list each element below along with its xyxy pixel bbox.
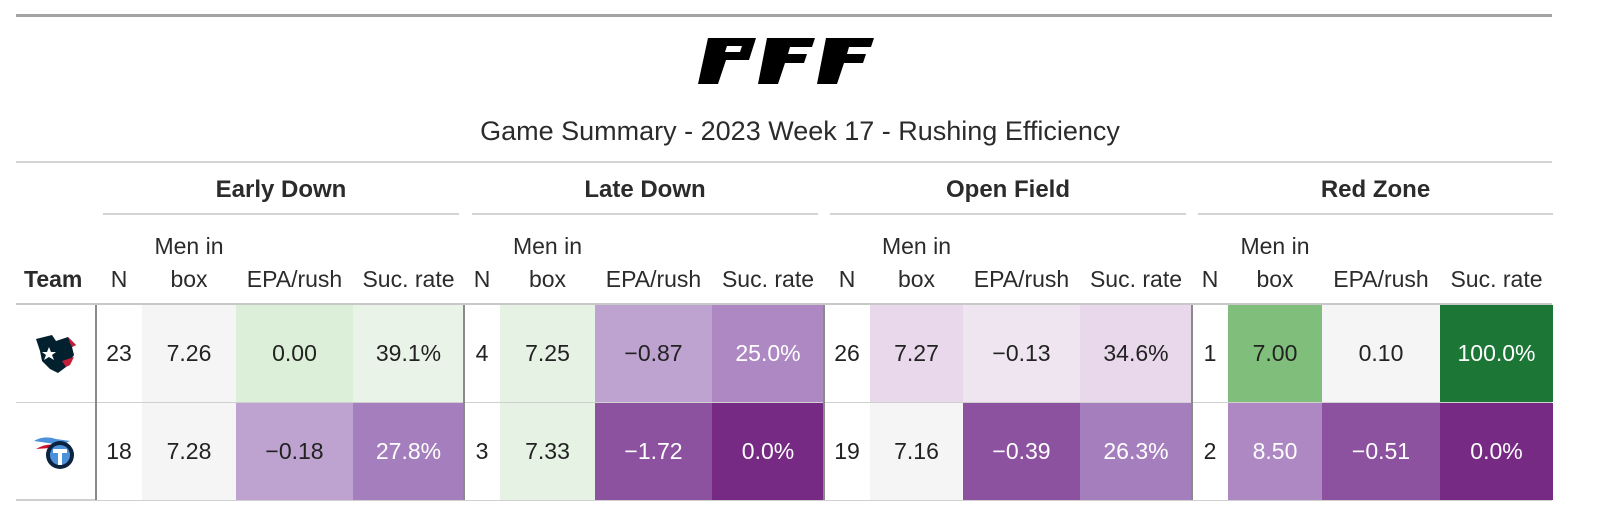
header-line: box [170,266,208,292]
table-cell: 100.0% [1440,305,1553,402]
table-cell: 27.8% [353,403,464,500]
pff-logo [698,38,874,84]
men-in-box-column-header: Men in box [870,228,963,296]
table-cell: 0.0% [712,403,824,500]
header-line: box [528,266,567,292]
n-column-header: N [110,266,128,292]
table-cell: 0.00 [236,305,353,402]
group-separator [823,305,825,500]
table-cell: −1.72 [595,403,712,500]
group-header: Red Zone [1320,176,1431,203]
header-line: Men in [1240,233,1310,259]
table-cell: 23 [96,305,142,402]
header-line: box [897,266,936,292]
group-header: Late Down [584,176,706,203]
table-cell: 25.0% [712,305,824,402]
table-cell: 26.3% [1080,403,1192,500]
table-title: Game Summary - 2023 Week 17 - Rushing Ef… [480,116,1120,146]
success-rate-column-header: Suc. rate [1089,266,1183,292]
group-separator [1191,305,1193,500]
table-bottom-rule [16,499,1552,501]
n-column-header: N [838,266,856,292]
table-cell: 7.28 [142,403,236,500]
table-cell: 18 [96,403,142,500]
table-cell: −0.87 [595,305,712,402]
men-in-box-column-header: Men in box [500,228,595,296]
epa-rush-column-header: EPA/rush [973,266,1070,292]
table-cell: −0.18 [236,403,353,500]
table-cell: 8.50 [1228,403,1322,500]
men-in-box-column-header: Men in box [1228,228,1322,296]
table-cell: 26 [824,305,870,402]
team-column-header: Team [24,266,83,292]
success-rate-column-header: Suc. rate [362,266,455,292]
group-separator [95,305,97,500]
table-cell: 7.33 [500,403,595,500]
table-cell: 7.27 [870,305,963,402]
table-cell: −0.39 [963,403,1080,500]
group-underline [103,213,459,215]
success-rate-column-header: Suc. rate [721,266,815,292]
table-cell: −0.13 [963,305,1080,402]
header-line: Men in [881,233,952,259]
success-rate-column-header: Suc. rate [1450,266,1543,292]
group-header: Open Field [945,176,1070,203]
table-cell: 1 [1192,305,1228,402]
top-rule [16,14,1552,17]
n-column-header: N [473,266,491,292]
row-divider [16,402,1552,403]
header-rule [16,161,1552,163]
epa-rush-column-header: EPA/rush [1333,266,1429,292]
titans-logo-icon [32,429,78,475]
header-line: box [1256,266,1294,292]
table-cell: 7.26 [142,305,236,402]
table-cell: 3 [464,403,500,500]
texans-logo-icon [32,331,78,377]
table-cell: 0.10 [1322,305,1440,402]
table-cell: 4 [464,305,500,402]
header-line: Men in [154,233,224,259]
table-cell: 34.6% [1080,305,1192,402]
n-column-header: N [1201,266,1219,292]
table-cell: 7.00 [1228,305,1322,402]
body-top-rule [16,303,1552,305]
group-separator [463,305,465,500]
epa-rush-column-header: EPA/rush [605,266,702,292]
table-cell: 19 [824,403,870,500]
table-cell: 39.1% [353,305,464,402]
men-in-box-column-header: Men in box [142,228,236,296]
table-cell: 7.25 [500,305,595,402]
table-cell: −0.51 [1322,403,1440,500]
table-cell: 7.16 [870,403,963,500]
header-line: Men in [512,233,583,259]
group-header: Early Down [215,176,347,203]
group-underline [472,213,818,215]
group-underline [1198,213,1553,215]
table-cell: 2 [1192,403,1228,500]
table-cell: 0.0% [1440,403,1553,500]
epa-rush-column-header: EPA/rush [246,266,343,292]
group-underline [830,213,1186,215]
